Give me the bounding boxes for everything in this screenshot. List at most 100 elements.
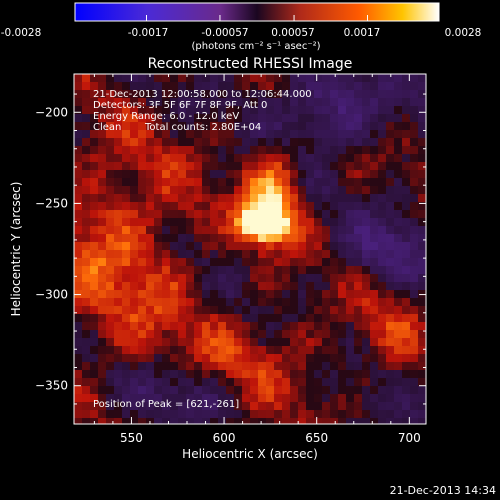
heatmap-cell [146, 386, 155, 395]
heatmap-cell [274, 154, 283, 163]
heatmap-cell [98, 346, 107, 355]
heatmap-cell [218, 122, 227, 131]
heatmap-cell [114, 362, 123, 371]
heatmap-cell [346, 250, 355, 259]
heatmap-cell [98, 74, 107, 83]
heatmap-cell [298, 114, 307, 123]
heatmap-cell [226, 274, 235, 283]
heatmap-cell [74, 354, 83, 363]
heatmap-cell [154, 170, 163, 179]
heatmap-cell [106, 178, 115, 187]
heatmap-cell [282, 218, 291, 227]
heatmap-cell [290, 250, 299, 259]
heatmap-cell [122, 74, 131, 83]
heatmap-cell [154, 114, 163, 123]
heatmap-cell [114, 218, 123, 227]
heatmap-cell [202, 130, 211, 139]
heatmap-cell [274, 354, 283, 363]
heatmap-cell [130, 162, 139, 171]
heatmap-cell [82, 322, 91, 331]
heatmap-cell [210, 82, 219, 91]
heatmap-cell [394, 330, 403, 339]
heatmap-cell [322, 346, 331, 355]
heatmap-cell [82, 82, 91, 91]
heatmap-cell [266, 154, 275, 163]
heatmap-cell [130, 178, 139, 187]
heatmap-cell [242, 90, 251, 99]
heatmap-cell [250, 378, 259, 387]
heatmap-cell [410, 186, 419, 195]
heatmap-cell [354, 370, 363, 379]
heatmap-cell [218, 322, 227, 331]
heatmap-cell [114, 274, 123, 283]
heatmap-cell [330, 338, 339, 347]
heatmap-cell [178, 130, 187, 139]
heatmap-cell [266, 330, 275, 339]
heatmap-cell [106, 154, 115, 163]
heatmap-cell [234, 418, 243, 424]
heatmap-cell [186, 418, 195, 424]
heatmap-cell [418, 258, 426, 267]
heatmap-cell [218, 114, 227, 123]
heatmap-cell [82, 258, 91, 267]
heatmap-cell [386, 82, 395, 91]
heatmap-cell [386, 114, 395, 123]
heatmap-cell [410, 226, 419, 235]
heatmap-cell [418, 418, 426, 424]
heatmap-cell [322, 210, 331, 219]
heatmap-cell [226, 306, 235, 315]
heatmap-cell [82, 330, 91, 339]
heatmap-cell [242, 202, 251, 211]
heatmap-cell [314, 266, 323, 275]
heatmap-cell [234, 170, 243, 179]
heatmap-cell [218, 234, 227, 243]
heatmap-cell [250, 354, 259, 363]
heatmap-cell [258, 226, 267, 235]
heatmap-cell [90, 194, 99, 203]
heatmap-cell [402, 354, 411, 363]
heatmap-cell [114, 242, 123, 251]
heatmap-cell [362, 210, 371, 219]
heatmap-cell [194, 226, 203, 235]
heatmap-cell [186, 370, 195, 379]
heatmap-cell [90, 266, 99, 275]
heatmap-cell [226, 330, 235, 339]
heatmap-cell [410, 394, 419, 403]
heatmap-cell [234, 186, 243, 195]
heatmap-cell [298, 274, 307, 283]
heatmap-cell [418, 114, 426, 123]
heatmap-cell [362, 74, 371, 83]
heatmap-cell [194, 290, 203, 299]
heatmap-cell [322, 234, 331, 243]
heatmap-cell [178, 186, 187, 195]
heatmap-cell [266, 202, 275, 211]
heatmap-cell [202, 82, 211, 91]
heatmap-cell [194, 210, 203, 219]
heatmap-cell [82, 98, 91, 107]
heatmap-cell [130, 362, 139, 371]
heatmap-cell [162, 338, 171, 347]
heatmap-cell [266, 90, 275, 99]
heatmap-cell [314, 170, 323, 179]
heatmap-cell [418, 242, 426, 251]
heatmap-cell [218, 178, 227, 187]
heatmap-cell [170, 322, 179, 331]
heatmap-cell [394, 218, 403, 227]
heatmap-cell [138, 170, 147, 179]
heatmap-cell [418, 162, 426, 171]
heatmap-cell [74, 98, 83, 107]
heatmap-cell [298, 386, 307, 395]
heatmap-cell [386, 170, 395, 179]
heatmap-cell [178, 250, 187, 259]
heatmap-cell [226, 98, 235, 107]
heatmap-cell [234, 138, 243, 147]
heatmap-cell [218, 282, 227, 291]
heatmap-cell [274, 146, 283, 155]
heatmap-cell [338, 146, 347, 155]
heatmap-cell [330, 234, 339, 243]
heatmap-cell [306, 282, 315, 291]
heatmap-cell [234, 82, 243, 91]
heatmap-cell [146, 378, 155, 387]
heatmap-cell [122, 122, 131, 131]
heatmap-cell [218, 330, 227, 339]
